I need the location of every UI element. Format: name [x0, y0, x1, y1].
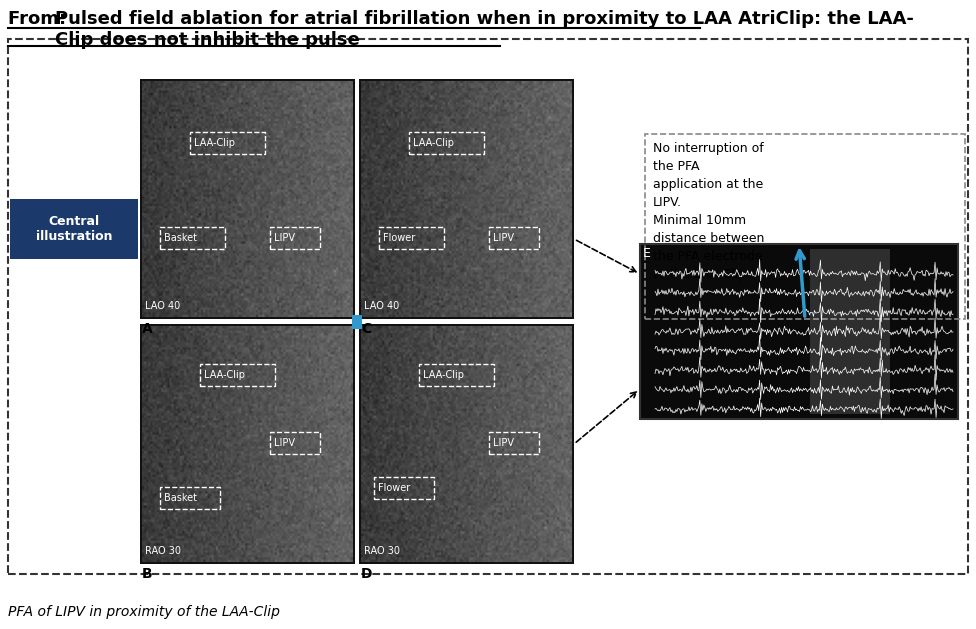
Bar: [374, 477, 434, 499]
Text: D: D: [361, 567, 373, 581]
Text: LAO 40: LAO 40: [145, 301, 181, 311]
Text: Central
illustration: Central illustration: [36, 215, 112, 243]
Text: LIPV: LIPV: [493, 233, 514, 243]
Text: Basket: Basket: [164, 233, 197, 243]
Text: Basket: Basket: [164, 493, 197, 503]
Text: C: C: [361, 322, 371, 336]
Bar: [8, 39, 968, 574]
Bar: [200, 364, 275, 386]
Text: RAO 30: RAO 30: [364, 546, 400, 556]
Bar: [645, 134, 965, 319]
Text: LAA-Clip: LAA-Clip: [194, 138, 235, 148]
Text: LIPV: LIPV: [274, 438, 295, 448]
Bar: [359, 324, 574, 564]
Bar: [160, 227, 225, 249]
Text: Flower: Flower: [383, 233, 415, 243]
Text: LIPV: LIPV: [493, 438, 514, 448]
Text: LAO 40: LAO 40: [364, 301, 399, 311]
Text: LIPV: LIPV: [274, 233, 295, 243]
Bar: [140, 79, 355, 319]
Text: LAA-Clip: LAA-Clip: [204, 370, 245, 380]
Bar: [489, 227, 539, 249]
Bar: [190, 132, 265, 154]
Text: E: E: [643, 247, 651, 260]
Bar: [160, 487, 220, 509]
Bar: [810, 249, 890, 414]
Text: A: A: [142, 322, 153, 336]
Text: B: B: [142, 567, 152, 581]
Bar: [640, 244, 958, 419]
Bar: [359, 79, 574, 319]
Text: RAO 30: RAO 30: [145, 546, 181, 556]
Bar: [379, 227, 444, 249]
Bar: [409, 132, 484, 154]
Text: LAA-Clip: LAA-Clip: [423, 370, 464, 380]
Bar: [270, 432, 320, 454]
Text: No interruption of
the PFA
application at the
LIPV.
Minimal 10mm
distance betwee: No interruption of the PFA application a…: [653, 142, 764, 281]
Bar: [489, 432, 539, 454]
Text: LAA-Clip: LAA-Clip: [413, 138, 454, 148]
Bar: [419, 364, 494, 386]
Text: Flower: Flower: [378, 483, 410, 493]
Text: Pulsed field ablation for atrial fibrillation when in proximity to LAA AtriClip:: Pulsed field ablation for atrial fibrill…: [55, 10, 914, 49]
Bar: [270, 227, 320, 249]
Bar: [10, 199, 138, 259]
Text: PFA of LIPV in proximity of the LAA-Clip: PFA of LIPV in proximity of the LAA-Clip: [8, 605, 280, 619]
Text: From:: From:: [8, 10, 72, 28]
Bar: [140, 324, 355, 564]
Bar: [352, 314, 362, 328]
